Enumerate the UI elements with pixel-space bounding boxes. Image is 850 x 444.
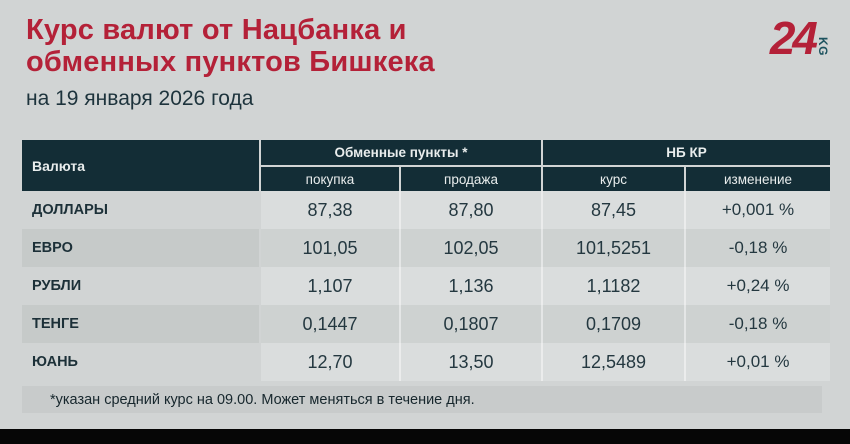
table-body: ДОЛЛАРЫ 87,38 87,80 87,45 +0,001 % ЕВРО … <box>22 191 831 381</box>
rate-value: 101,5251 <box>543 229 687 267</box>
date-subtitle: на 19 января 2026 года <box>26 87 254 110</box>
sell-value: 13,50 <box>401 343 544 381</box>
change-value: -0,18 % <box>686 229 831 267</box>
table-row-dollars: ДОЛЛАРЫ 87,38 87,80 87,45 +0,001 % <box>22 191 831 229</box>
table-row-tenge: ТЕНГЕ 0,1447 0,1807 0,1709 -0,18 % <box>22 305 831 343</box>
currency-name: РУБЛИ <box>22 267 261 305</box>
buy-value: 12,70 <box>261 343 401 381</box>
column-header-rate: курс <box>543 167 687 191</box>
currency-name: ДОЛЛАРЫ <box>22 191 261 229</box>
buy-value: 101,05 <box>261 229 401 267</box>
page-title-line2: обменных пунктов Бишкека <box>26 46 435 78</box>
rate-value: 87,45 <box>543 191 687 229</box>
column-group-exchange-offices: Обменные пункты * <box>261 140 544 167</box>
page-title-line1: Курс валют от Нацбанка и <box>26 14 407 46</box>
sell-value: 87,80 <box>401 191 544 229</box>
rate-value: 0,1709 <box>543 305 687 343</box>
column-header-sell: продажа <box>401 167 544 191</box>
bottom-black-band <box>0 429 850 444</box>
rate-value: 12,5489 <box>543 343 687 381</box>
table-row-euro: ЕВРО 101,05 102,05 101,5251 -0,18 % <box>22 229 831 267</box>
table-row-yuan: ЮАНЬ 12,70 13,50 12,5489 +0,01 % <box>22 343 831 381</box>
change-value: +0,01 % <box>686 343 831 381</box>
logo-24-icon: 24 <box>769 12 818 64</box>
currency-name: ЕВРО <box>22 229 261 267</box>
rate-value: 1,1182 <box>543 267 687 305</box>
logo-kg-label: KG <box>816 37 830 56</box>
table-row-rubles: РУБЛИ 1,107 1,136 1,1182 +0,24 % <box>22 267 831 305</box>
column-header-change: изменение <box>686 167 831 191</box>
change-value: -0,18 % <box>686 305 831 343</box>
table-header: Валюта Обменные пункты * НБ КР покупка п… <box>22 140 831 191</box>
currency-rates-table: Валюта Обменные пункты * НБ КР покупка п… <box>22 140 831 381</box>
footnote-text: *указан средний курс на 09.00. Может мен… <box>50 391 475 408</box>
sell-value: 1,136 <box>401 267 544 305</box>
header-block: Курс валют от Нацбанка и обменных пункто… <box>26 14 435 111</box>
column-header-currency: Валюта <box>22 140 261 191</box>
buy-value: 1,107 <box>261 267 401 305</box>
sell-value: 102,05 <box>401 229 544 267</box>
buy-value: 0,1447 <box>261 305 401 343</box>
footnote-band: *указан средний курс на 09.00. Может мен… <box>22 386 822 413</box>
currency-name: ТЕНГЕ <box>22 305 261 343</box>
currency-name: ЮАНЬ <box>22 343 261 381</box>
change-value: +0,001 % <box>686 191 831 229</box>
buy-value: 87,38 <box>261 191 401 229</box>
column-group-nbkr: НБ КР <box>543 140 831 167</box>
sell-value: 0,1807 <box>401 305 544 343</box>
change-value: +0,24 % <box>686 267 831 305</box>
column-header-buy: покупка <box>261 167 401 191</box>
brand-logo-24kg: 24 KG <box>769 12 830 64</box>
